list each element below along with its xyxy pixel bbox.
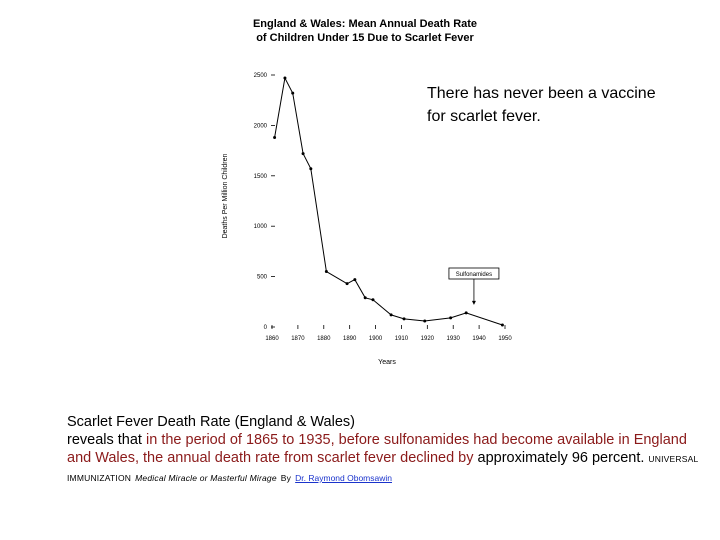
x-tick-label: 1870 <box>291 336 305 342</box>
chart-annotations: Sulfonamides <box>448 267 500 305</box>
y-axis-label: Deaths Per Million Children <box>222 153 229 238</box>
x-tick-label: 1920 <box>421 336 435 342</box>
chart: England & Wales: Mean Annual Death Rate … <box>222 18 513 366</box>
chart-axes: 0 500 1000 1500 2000 2500 1860 1870 1880 1890 1900… <box>254 73 513 342</box>
x-tick-label: 1860 <box>265 336 279 342</box>
x-tick-label: 1910 <box>395 336 409 342</box>
x-tick-label: 1940 <box>472 336 486 342</box>
data-point <box>273 135 277 139</box>
chart-title-line2: of Children Under 15 Due to Scarlet Feve… <box>256 32 474 44</box>
data-point <box>464 311 468 315</box>
data-point <box>291 91 295 95</box>
source-title-italic: Medical Miracle or Masterful Mirage <box>135 473 277 483</box>
data-point <box>402 317 406 321</box>
caption: Scarlet Fever Death Rate (England & Wale… <box>67 413 707 487</box>
author-link[interactable]: Dr. Raymond Obomsawin <box>295 473 392 483</box>
chart-series <box>273 76 504 327</box>
data-point <box>345 282 349 286</box>
source-title-caps: UNIVERSAL IMMUNIZATION <box>67 454 699 483</box>
data-point <box>389 313 393 317</box>
x-tick-label: 1930 <box>447 336 461 342</box>
vaccine-callout: There has never been a vaccine for scarl… <box>427 82 707 128</box>
y-tick-label: 0 <box>264 325 268 331</box>
x-tick-label: 1890 <box>343 336 357 342</box>
y-tick-label: 2500 <box>254 73 268 79</box>
data-point <box>449 316 453 320</box>
chart-title-line1: England & Wales: Mean Annual Death Rate <box>253 18 477 30</box>
callout-line-1: There has never been a vaccine <box>427 85 656 102</box>
caption-percent: approximately 96 percent. <box>477 450 645 466</box>
data-point <box>363 296 367 300</box>
x-tick-label: 1880 <box>317 336 331 342</box>
data-point <box>283 76 287 80</box>
annotation-arrow-head <box>471 300 476 305</box>
y-tick-label: 1500 <box>254 174 268 180</box>
y-tick-label: 2000 <box>254 123 268 129</box>
x-axis-label: Years <box>378 359 396 366</box>
data-point <box>301 152 305 156</box>
x-tick-label: 1900 <box>369 336 383 342</box>
y-tick-label: 1000 <box>254 224 268 230</box>
y-tick-label: 500 <box>257 275 268 281</box>
caption-intro: reveals that <box>67 432 146 448</box>
data-point <box>353 278 357 282</box>
caption-title: Scarlet Fever Death Rate (England & Wale… <box>67 414 355 430</box>
data-point <box>309 167 313 171</box>
data-point <box>371 298 375 302</box>
annotation-label: Sulfonamides <box>456 272 492 278</box>
source-by: By <box>280 473 292 483</box>
caption-finding: in the period of 1865 to 1935, before su… <box>67 432 687 466</box>
data-point <box>324 270 328 274</box>
death-rate-line <box>274 76 503 326</box>
data-point <box>423 319 427 323</box>
callout-line-2: for scarlet fever. <box>427 108 541 125</box>
x-tick-label: 1950 <box>498 336 512 342</box>
data-point <box>500 323 504 327</box>
